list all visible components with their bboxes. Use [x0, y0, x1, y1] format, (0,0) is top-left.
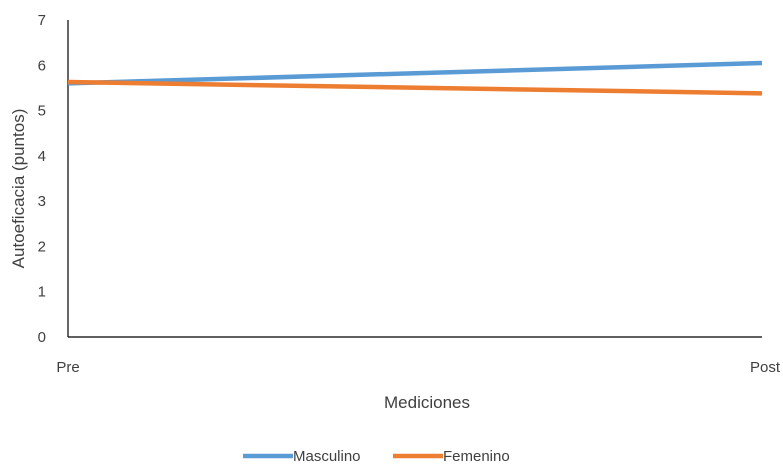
- y-tick-label: 1: [38, 284, 46, 301]
- series-line-femenino: [67, 79, 763, 96]
- x-axis-ticks: Pre Post: [56, 359, 781, 376]
- y-axis-title: Autoeficacia (puntos): [9, 109, 28, 269]
- y-tick-label: 7: [38, 12, 46, 29]
- x-tick-label: Pre: [56, 359, 79, 376]
- y-tick-label: 3: [38, 193, 46, 210]
- y-tick-label: 0: [38, 329, 46, 346]
- legend-item: Femenino: [393, 448, 510, 465]
- legend-label: Femenino: [443, 448, 510, 465]
- y-tick-label: 4: [38, 148, 46, 165]
- y-tick-label: 6: [38, 57, 46, 74]
- x-tick-label: Post: [750, 359, 781, 376]
- series-line-masculino: [67, 60, 763, 86]
- series-layer: [67, 60, 763, 96]
- y-axis-ticks: 0 1 2 3 4 5 6 7: [38, 12, 46, 346]
- legend-label: Masculino: [293, 448, 361, 465]
- x-axis-title: Mediciones: [384, 393, 470, 412]
- y-tick-label: 2: [38, 238, 46, 255]
- legend: Masculino Femenino: [243, 448, 510, 465]
- legend-item: Masculino: [243, 448, 361, 465]
- y-tick-label: 5: [38, 103, 46, 120]
